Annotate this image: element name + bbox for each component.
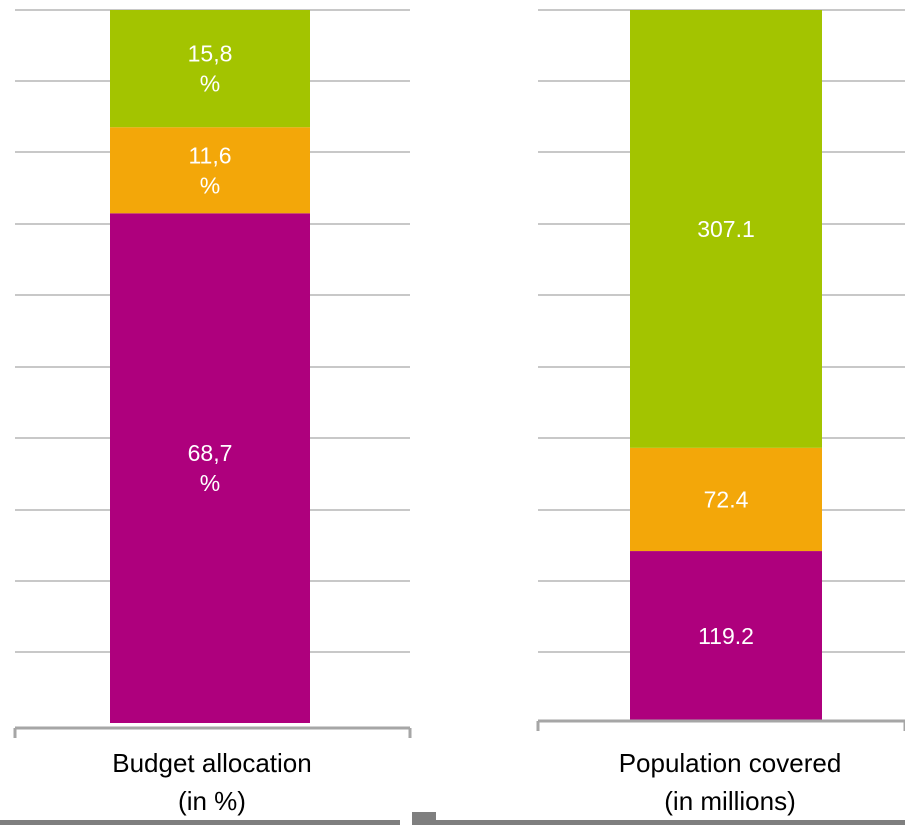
data-label: % xyxy=(200,71,220,97)
bar-segment xyxy=(110,213,310,723)
bar-segment xyxy=(110,127,310,214)
budget-allocation-chart: 68,7% 11,6% 15,8% Budget allocation (in %) xyxy=(13,9,412,816)
data-label: 11,6 xyxy=(188,142,231,168)
population-covered-chart: 119.2 72.4 307.1 Population covered (in mill… xyxy=(536,9,905,816)
data-label: % xyxy=(200,172,220,198)
category-label: Budget allocation xyxy=(112,748,311,778)
bar-segment xyxy=(630,447,822,552)
data-label: 15,8 xyxy=(188,41,233,67)
data-label: 119.2 xyxy=(698,623,754,649)
bar-segment xyxy=(110,10,310,128)
data-label: 72.4 xyxy=(704,486,749,512)
category-label: Population covered xyxy=(619,748,842,778)
data-label: 68,7 xyxy=(188,440,233,466)
bottom-divider-right xyxy=(430,820,905,825)
bar-segment xyxy=(630,551,822,721)
category-label: (in %) xyxy=(178,786,246,816)
bottom-divider-left xyxy=(0,820,400,825)
data-label: 307.1 xyxy=(697,216,755,242)
data-label: % xyxy=(200,470,220,496)
category-label: (in millions) xyxy=(664,786,795,816)
bar-segment xyxy=(630,10,822,448)
